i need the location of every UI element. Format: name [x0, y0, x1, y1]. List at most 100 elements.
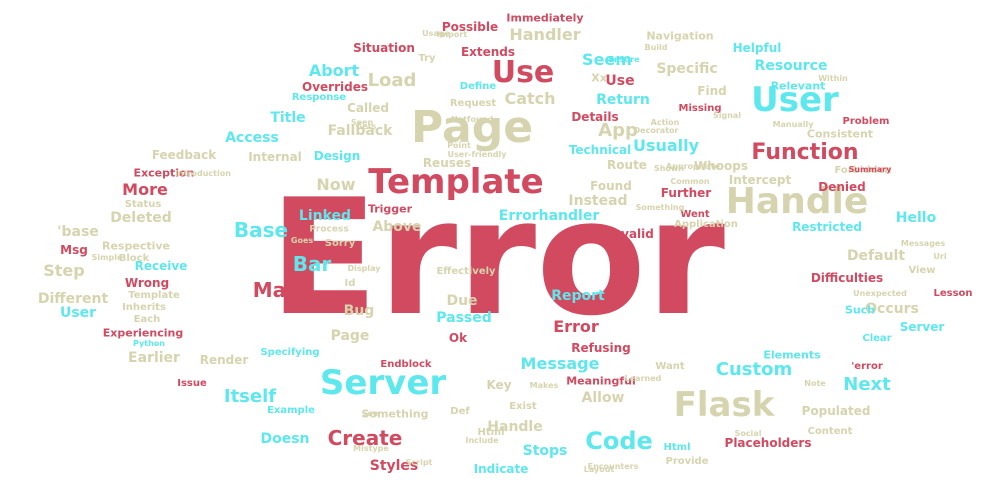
word-helpful-39: Helpful	[732, 41, 782, 55]
word-user-6: User	[751, 80, 839, 120]
word-find-43: Find	[697, 84, 727, 98]
word-styles-103: Styles	[369, 458, 419, 474]
word-access-28: Access	[225, 130, 279, 146]
word-wrong-59: Wrong	[124, 276, 170, 290]
word-internal-45: Internal	[248, 150, 302, 164]
word-flask-5: Flask	[673, 385, 775, 425]
word-whoops-67: Whoops	[694, 159, 748, 173]
word-render-88: Render	[199, 353, 249, 367]
word-goes-153: Goes	[290, 236, 314, 245]
word-common-125: Common	[670, 177, 710, 186]
word-feedback-47: Feedback	[151, 148, 217, 162]
word-messages-158: Messages	[900, 239, 946, 248]
word-function-8: Function	[751, 140, 859, 165]
word-receive-58: Receive	[134, 259, 188, 273]
word-script-163: Script	[405, 458, 433, 467]
word-allow-97: Allow	[581, 390, 625, 406]
word-load-19: Load	[367, 70, 417, 91]
word-restricted-73: Restricted	[792, 220, 862, 234]
word-status-118: Status	[124, 199, 162, 210]
word-server-4: Server	[319, 363, 447, 403]
word-xx-110: Xx	[591, 71, 607, 85]
word-request-113: Request	[449, 98, 497, 109]
word-usually-26: Usually	[632, 136, 700, 155]
word-specific-24: Specific	[656, 61, 718, 77]
word-doesn-99: Doesn	[260, 431, 310, 447]
word-process-146: Process	[309, 224, 349, 235]
word-handler-21: Handler	[509, 25, 581, 44]
word-create-10: Create	[327, 426, 403, 450]
word-ensure-123: Ensure	[608, 55, 640, 64]
word-step-54: Step	[43, 261, 85, 280]
word-error-0: Error	[269, 164, 725, 351]
word-exception-48: Exception	[133, 166, 195, 180]
word-note-155: Note	[804, 379, 826, 388]
word-immediately-37: Immediately	[506, 11, 584, 25]
word-sorry-65: Sorry	[324, 238, 356, 249]
word-route-66: Route	[607, 158, 647, 172]
word-itself-14: Itself	[223, 386, 277, 407]
word-such-86: Such	[844, 303, 876, 317]
word-user-friendly-164: User-friendly	[447, 150, 507, 159]
word-possible-36: Possible	[441, 20, 499, 34]
word-found-68: Found	[590, 179, 632, 193]
word-want-134: Want	[655, 361, 685, 372]
word-consistent-44: Consistent	[806, 127, 874, 141]
word-makes-137: Makes	[529, 381, 559, 390]
word-social-161: Social	[734, 429, 762, 438]
word-msg-53: Msg	[60, 243, 88, 257]
word-example-145: Example	[267, 405, 315, 416]
word-seen-167: Seen	[350, 118, 374, 127]
word-more-49: More	[122, 180, 168, 199]
word-hello-72: Hello	[895, 210, 937, 226]
word-details-42: Details	[571, 110, 619, 124]
word-missing-111: Missing	[678, 103, 722, 114]
word-situation-34: Situation	[353, 41, 415, 55]
word-instead-63: Instead	[568, 193, 628, 209]
word-application-119: Application	[674, 219, 738, 230]
word-handle-3: Handle	[725, 181, 869, 222]
word-next-16: Next	[843, 374, 891, 395]
word-invalid-76: Invalid	[608, 227, 654, 241]
word-message-17: Message	[520, 354, 600, 373]
word-signal-129: Signal	[712, 111, 742, 120]
word-handle-100: Handle	[487, 419, 543, 435]
word-respective-57: Respective	[102, 239, 170, 253]
word-went-120: Went	[680, 209, 710, 220]
word-bug-80: Bug	[343, 303, 375, 319]
word-lesson-132: Lesson	[933, 288, 973, 299]
word-appropriate-172: Appropriate	[665, 162, 721, 171]
word-indicate-102: Indicate	[473, 462, 529, 476]
word-inherits-138: Inherits	[122, 302, 166, 313]
word-usage-173: Usage	[422, 29, 450, 38]
word-each-117: Each	[133, 314, 161, 325]
word-navigation-38: Navigation	[646, 29, 714, 43]
word-key-96: Key	[486, 378, 512, 392]
word-abort-18: Abort	[308, 61, 360, 80]
word-mistype-141: Mistype	[353, 444, 389, 453]
word-simple-149: Simple	[91, 253, 123, 262]
word-something-105: Something	[361, 407, 429, 421]
word-encounters-160: Encounters	[587, 462, 639, 471]
word-exist-135: Exist	[509, 401, 537, 412]
word-populated-98: Populated	[801, 404, 871, 418]
word-return-23: Return	[596, 92, 650, 108]
word-build-122: Build	[644, 43, 668, 52]
word-include-162: Include	[465, 436, 499, 445]
word-uri-131: Uri	[933, 252, 947, 261]
word-intercept-70: Intercept	[728, 173, 792, 187]
word-elements-94: Elements	[763, 348, 821, 362]
word-view-130: View	[908, 265, 936, 276]
word-further-69: Further	[660, 186, 712, 200]
word-placeholders-104: Placeholders	[724, 436, 812, 450]
word-define-112: Define	[459, 81, 497, 92]
word-shown-170: Shown	[653, 164, 685, 173]
word-use-7: Use	[491, 55, 555, 90]
word-specifying-90: Specifying	[260, 347, 320, 358]
word-something-169: Something	[635, 203, 685, 212]
word-python-139: Python	[133, 339, 165, 348]
word-decorator-151: Decorator	[633, 126, 679, 135]
word-main-12: Main	[252, 278, 308, 302]
word-template-115: Template	[128, 290, 180, 301]
